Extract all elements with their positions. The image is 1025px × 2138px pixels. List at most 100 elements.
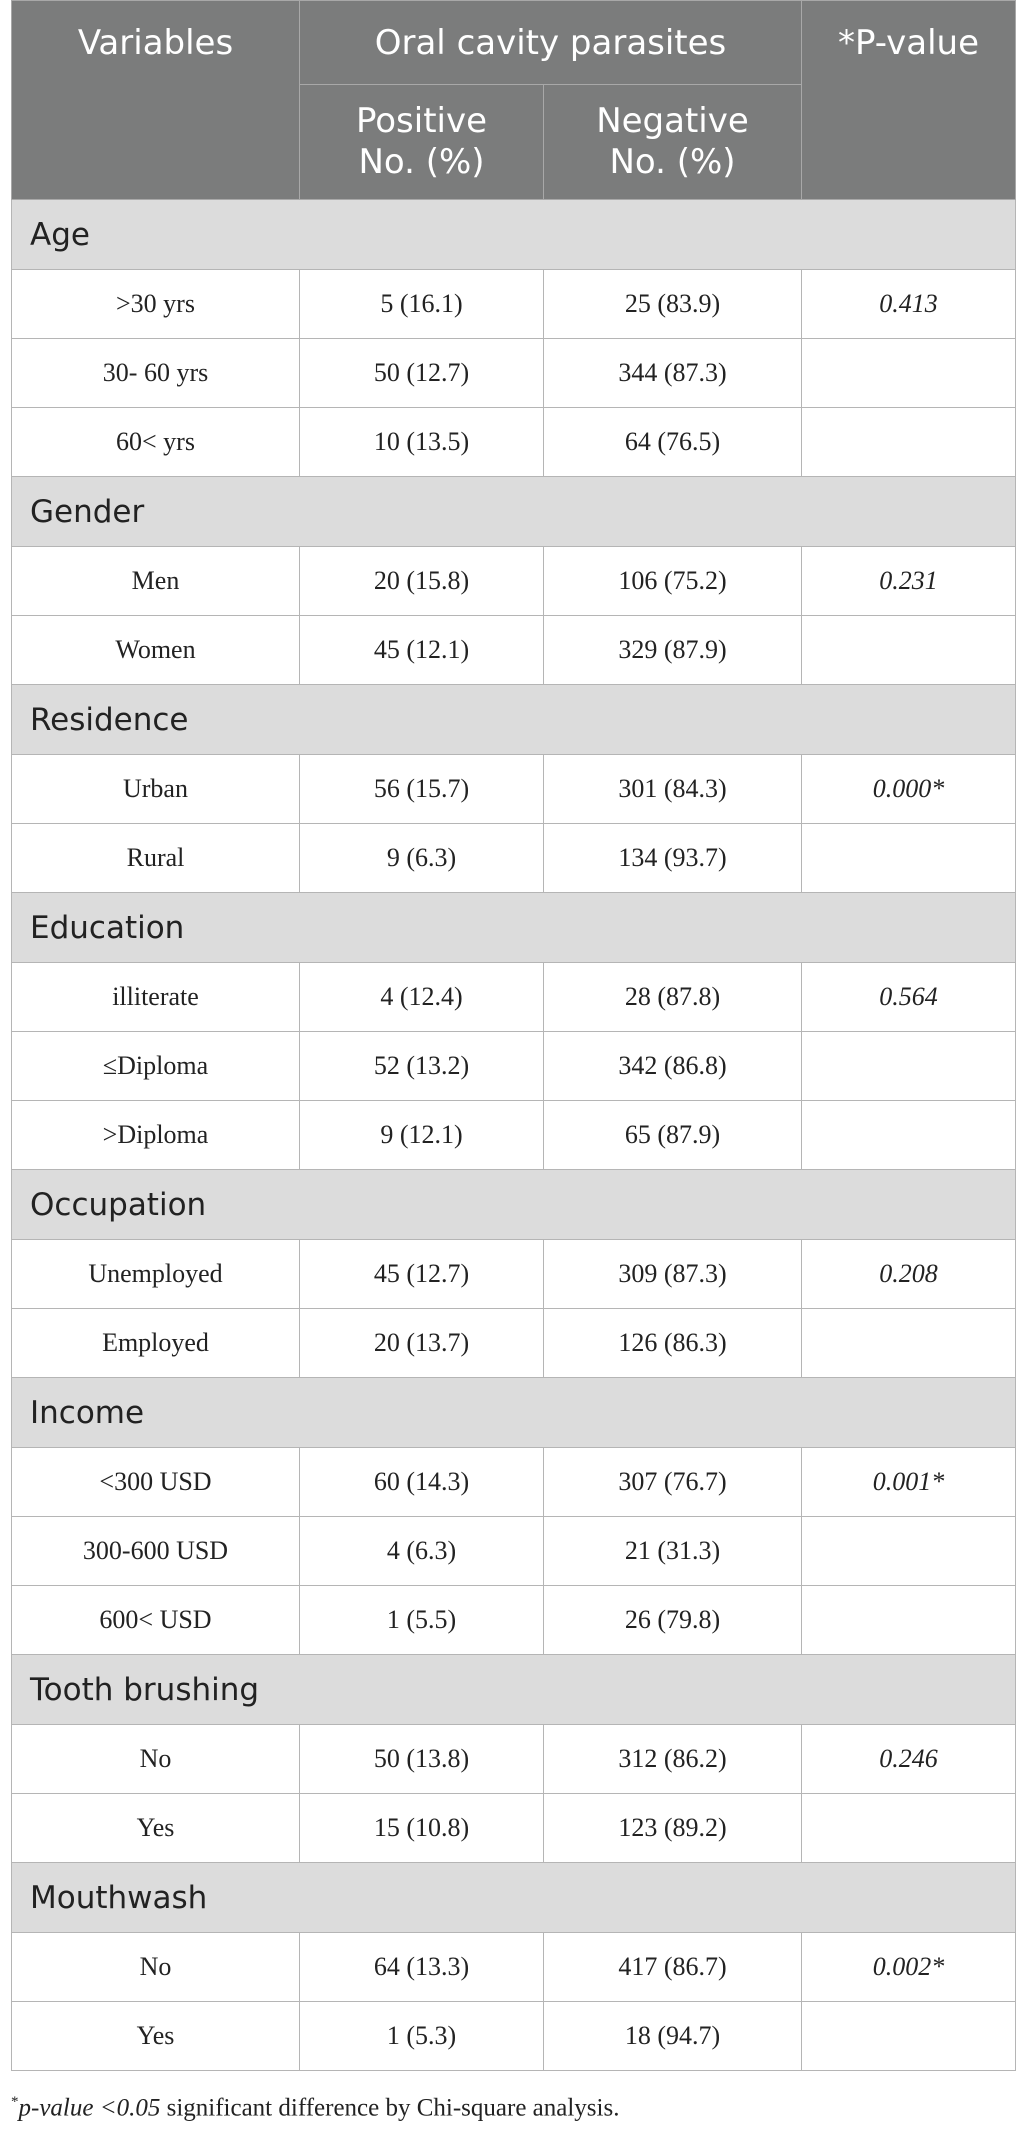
- positive-cell: 64 (13.3): [299, 1932, 544, 2002]
- negative-cell: 307 (76.7): [542, 1447, 803, 1517]
- negative-cell: 126 (86.3): [542, 1308, 803, 1378]
- variable-cell: 600< USD: [11, 1585, 300, 1655]
- group-row: Income: [10, 1377, 1017, 1448]
- p-value-cell: [801, 407, 1017, 477]
- header-variables: Variables: [11, 0, 300, 200]
- positive-cell: 5 (16.1): [299, 269, 544, 339]
- variable-cell: Yes: [11, 1793, 300, 1863]
- p-value-cell: [801, 823, 1017, 893]
- p-value-cell: [801, 2001, 1017, 2071]
- p-value-cell: 0.000*: [801, 754, 1017, 824]
- table-row: Unemployed 45 (12.7) 309 (87.3) 0.208: [11, 1239, 1017, 1309]
- group-label: Education: [10, 892, 1017, 963]
- group-label: Gender: [10, 476, 1017, 547]
- negative-cell: 18 (94.7): [542, 2001, 803, 2071]
- table-row: Urban 56 (15.7) 301 (84.3) 0.000*: [11, 754, 1017, 824]
- table-row: <300 USD 60 (14.3) 307 (76.7) 0.001*: [11, 1447, 1017, 1517]
- negative-cell: 106 (75.2): [542, 546, 803, 616]
- positive-cell: 4 (6.3): [299, 1516, 544, 1586]
- negative-cell: 65 (87.9): [542, 1100, 803, 1170]
- negative-cell: 301 (84.3): [542, 754, 803, 824]
- p-value-cell: [801, 1585, 1017, 1655]
- variable-cell: No: [11, 1724, 300, 1794]
- positive-cell: 45 (12.1): [299, 615, 544, 685]
- positive-cell: 9 (12.1): [299, 1100, 544, 1170]
- table-row: ≤Diploma 52 (13.2) 342 (86.8): [11, 1031, 1017, 1101]
- positive-cell: 50 (12.7): [299, 338, 544, 408]
- results-table-container: Variables Oral cavity parasites *P-value…: [10, 0, 1017, 2071]
- negative-cell: 312 (86.2): [542, 1724, 803, 1794]
- table-row: Yes 1 (5.3) 18 (94.7): [11, 2001, 1017, 2071]
- table-row: No 64 (13.3) 417 (86.7) 0.002*: [11, 1932, 1017, 2002]
- table-row: Employed 20 (13.7) 126 (86.3): [11, 1308, 1017, 1378]
- positive-cell: 60 (14.3): [299, 1447, 544, 1517]
- negative-cell: 123 (89.2): [542, 1793, 803, 1863]
- variable-cell: ≤Diploma: [11, 1031, 300, 1101]
- footnote-term: p-value <0.05: [18, 2094, 161, 2122]
- table-row: Women 45 (12.1) 329 (87.9): [11, 615, 1017, 685]
- variable-cell: Men: [11, 546, 300, 616]
- table-header: Variables Oral cavity parasites *P-value…: [11, 0, 1017, 200]
- table-row: >30 yrs 5 (16.1) 25 (83.9) 0.413: [11, 269, 1017, 339]
- variable-cell: >Diploma: [11, 1100, 300, 1170]
- p-value-cell: [801, 1031, 1017, 1101]
- positive-cell: 4 (12.4): [299, 962, 544, 1032]
- variable-cell: Yes: [11, 2001, 300, 2071]
- table-row: Men 20 (15.8) 106 (75.2) 0.231: [11, 546, 1017, 616]
- negative-cell: 329 (87.9): [542, 615, 803, 685]
- header-oral-cavity-parasites: Oral cavity parasites: [298, 0, 803, 85]
- negative-cell: 25 (83.9): [542, 269, 803, 339]
- variable-cell: illiterate: [11, 962, 300, 1032]
- group-row: Mouthwash: [10, 1862, 1017, 1933]
- variable-cell: Women: [11, 615, 300, 685]
- p-value-cell: 0.231: [801, 546, 1017, 616]
- negative-cell: 309 (87.3): [542, 1239, 803, 1309]
- table-row: 60< yrs 10 (13.5) 64 (76.5): [11, 407, 1017, 477]
- positive-cell: 50 (13.8): [299, 1724, 544, 1794]
- negative-cell: 344 (87.3): [542, 338, 803, 408]
- table-row: Yes 15 (10.8) 123 (89.2): [11, 1793, 1017, 1863]
- positive-cell: 1 (5.5): [299, 1585, 544, 1655]
- results-table: Variables Oral cavity parasites *P-value…: [10, 0, 1017, 2071]
- group-row: Occupation: [10, 1169, 1017, 1240]
- variable-cell: No: [11, 1932, 300, 2002]
- table-row: >Diploma 9 (12.1) 65 (87.9): [11, 1100, 1017, 1170]
- header-positive: Positive No. (%): [299, 84, 544, 200]
- group-row: Education: [10, 892, 1017, 963]
- negative-cell: 342 (86.8): [542, 1031, 803, 1101]
- variable-cell: Rural: [11, 823, 300, 893]
- group-label: Age: [10, 199, 1017, 270]
- negative-cell: 64 (76.5): [542, 407, 803, 477]
- header-negative: Negative No. (%): [542, 84, 803, 200]
- group-row: Tooth brushing: [10, 1654, 1017, 1725]
- footnote-mark: *: [11, 2094, 19, 2110]
- footnote-text: significant difference by Chi-square ana…: [160, 2094, 620, 2122]
- positive-cell: 15 (10.8): [299, 1793, 544, 1863]
- table-row: Rural 9 (6.3) 134 (93.7): [11, 823, 1017, 893]
- p-value-cell: 0.208: [801, 1239, 1017, 1309]
- variable-cell: Employed: [11, 1308, 300, 1378]
- positive-cell: 1 (5.3): [299, 2001, 544, 2071]
- group-label: Mouthwash: [10, 1862, 1017, 1933]
- group-label: Occupation: [10, 1169, 1017, 1240]
- group-label: Income: [10, 1377, 1017, 1448]
- negative-cell: 28 (87.8): [542, 962, 803, 1032]
- table-row: 30- 60 yrs 50 (12.7) 344 (87.3): [11, 338, 1017, 408]
- positive-cell: 56 (15.7): [299, 754, 544, 824]
- variable-cell: 60< yrs: [11, 407, 300, 477]
- header-positive-line2: No. (%): [358, 142, 485, 182]
- p-value-cell: 0.001*: [801, 1447, 1017, 1517]
- group-label: Tooth brushing: [10, 1654, 1017, 1725]
- group-row: Residence: [10, 684, 1017, 755]
- variable-cell: Unemployed: [11, 1239, 300, 1309]
- group-label: Residence: [10, 684, 1017, 755]
- positive-cell: 20 (13.7): [299, 1308, 544, 1378]
- group-row: Age: [10, 199, 1017, 270]
- p-value-cell: 0.246: [801, 1724, 1017, 1794]
- p-value-cell: [801, 1308, 1017, 1378]
- header-negative-line1: Negative: [596, 101, 749, 142]
- p-value-cell: [801, 1793, 1017, 1863]
- positive-cell: 20 (15.8): [299, 546, 544, 616]
- negative-cell: 26 (79.8): [542, 1585, 803, 1655]
- p-value-cell: [801, 338, 1017, 408]
